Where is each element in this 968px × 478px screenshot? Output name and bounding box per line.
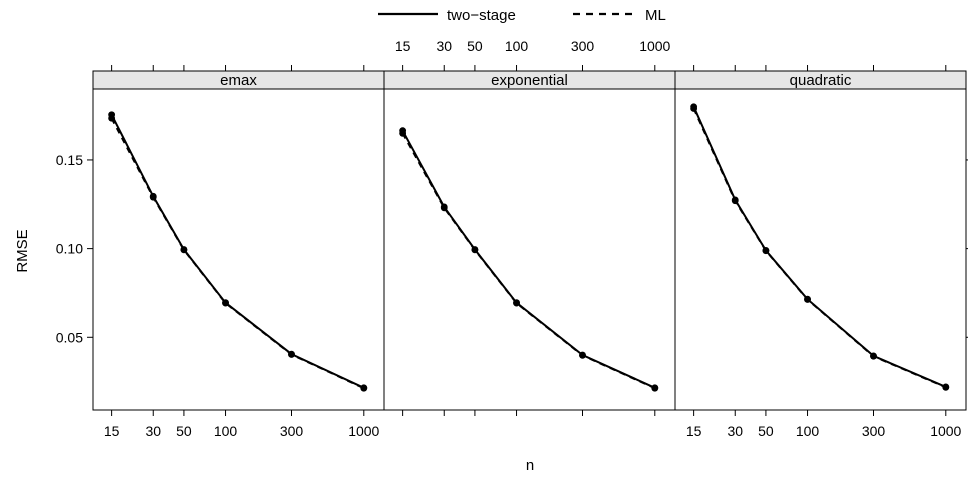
data-point-emax-1-0: [108, 114, 116, 122]
x-tick-label-2-1: 30: [727, 423, 743, 439]
x-tick-label-2-2: 50: [758, 423, 774, 439]
series-line-emax-1: [110, 117, 365, 390]
x-tick-label-top-1-4: 300: [571, 38, 595, 54]
x-tick-label-0-5: 1000: [348, 423, 379, 439]
series-line-exponential-0: [401, 130, 656, 389]
series-line-quadratic-1: [692, 108, 947, 389]
data-point-exponential-1-1: [440, 204, 448, 212]
panel-frame-emax: [92, 88, 385, 411]
panels: emax exponential quadratic: [92, 70, 967, 411]
data-point-quadratic-1-2: [762, 247, 770, 255]
x-axis-label: n: [526, 457, 534, 474]
panel-title-exponential: exponential: [491, 72, 568, 89]
y-tick-label-2: 0.15: [56, 152, 83, 168]
data-point-quadratic-1-1: [731, 197, 739, 205]
x-tick-label-0-2: 50: [176, 423, 192, 439]
x-tick-label-top-1-0: 15: [395, 38, 411, 54]
x-tick-label-top-1-5: 1000: [639, 38, 670, 54]
x-tick-label-top-1-1: 30: [436, 38, 452, 54]
data-point-exponential-1-0: [399, 129, 407, 137]
panel-title-emax: emax: [220, 72, 257, 89]
x-tick-label-2-3: 100: [796, 423, 820, 439]
x-tick-label-0-4: 300: [280, 423, 304, 439]
panel-frame-exponential: [383, 88, 676, 411]
series-line-quadratic-0: [692, 106, 947, 388]
x-tick-label-0-0: 15: [104, 423, 120, 439]
y-tick-label-1: 0.10: [56, 241, 83, 257]
data-point-quadratic-1-0: [690, 105, 698, 112]
data-point-emax-1-3: [222, 299, 229, 307]
x-tick-label-2-4: 300: [862, 423, 886, 439]
x-tick-label-top-1-3: 100: [505, 38, 529, 54]
panel-exponential: exponential: [383, 70, 676, 411]
x-tick-label-0-1: 30: [145, 423, 161, 439]
series-line-exponential-1: [401, 132, 656, 390]
data-point-emax-1-2: [180, 246, 188, 254]
y-axis-label: RMSE: [14, 229, 31, 272]
data-point-quadratic-1-4: [870, 352, 877, 360]
legend: two−stage ML: [378, 7, 666, 24]
data-point-exponential-1-4: [579, 351, 586, 359]
series-line-emax-0: [110, 114, 365, 389]
panel-frame-quadratic: [674, 88, 967, 411]
data-point-emax-1-4: [288, 351, 295, 358]
x-tick-label-2-5: 1000: [930, 423, 961, 439]
data-point-exponential-1-2: [471, 246, 479, 254]
x-tick-label-0-3: 100: [214, 423, 238, 439]
panel-emax: emax: [92, 70, 385, 411]
legend-label-0: two−stage: [447, 7, 516, 24]
data-point-quadratic-1-3: [804, 296, 811, 303]
x-tick-label-top-1-2: 50: [467, 38, 483, 54]
legend-label-1: ML: [645, 7, 666, 24]
panel-title-quadratic: quadratic: [790, 72, 852, 89]
data-point-emax-1-1: [149, 193, 157, 201]
data-point-exponential-1-3: [513, 299, 520, 307]
axes: 15 30 50 100 300 1000 15 30 50 100 300 1000 15 30 50 10…: [56, 38, 968, 439]
x-tick-label-2-0: 15: [686, 423, 702, 439]
data-point-quadratic-1-5: [942, 383, 950, 391]
y-tick-label-0: 0.05: [56, 329, 83, 345]
data-point-emax-1-5: [360, 384, 368, 392]
data-point-exponential-1-5: [651, 384, 659, 392]
panel-quadratic: quadratic: [674, 70, 967, 411]
